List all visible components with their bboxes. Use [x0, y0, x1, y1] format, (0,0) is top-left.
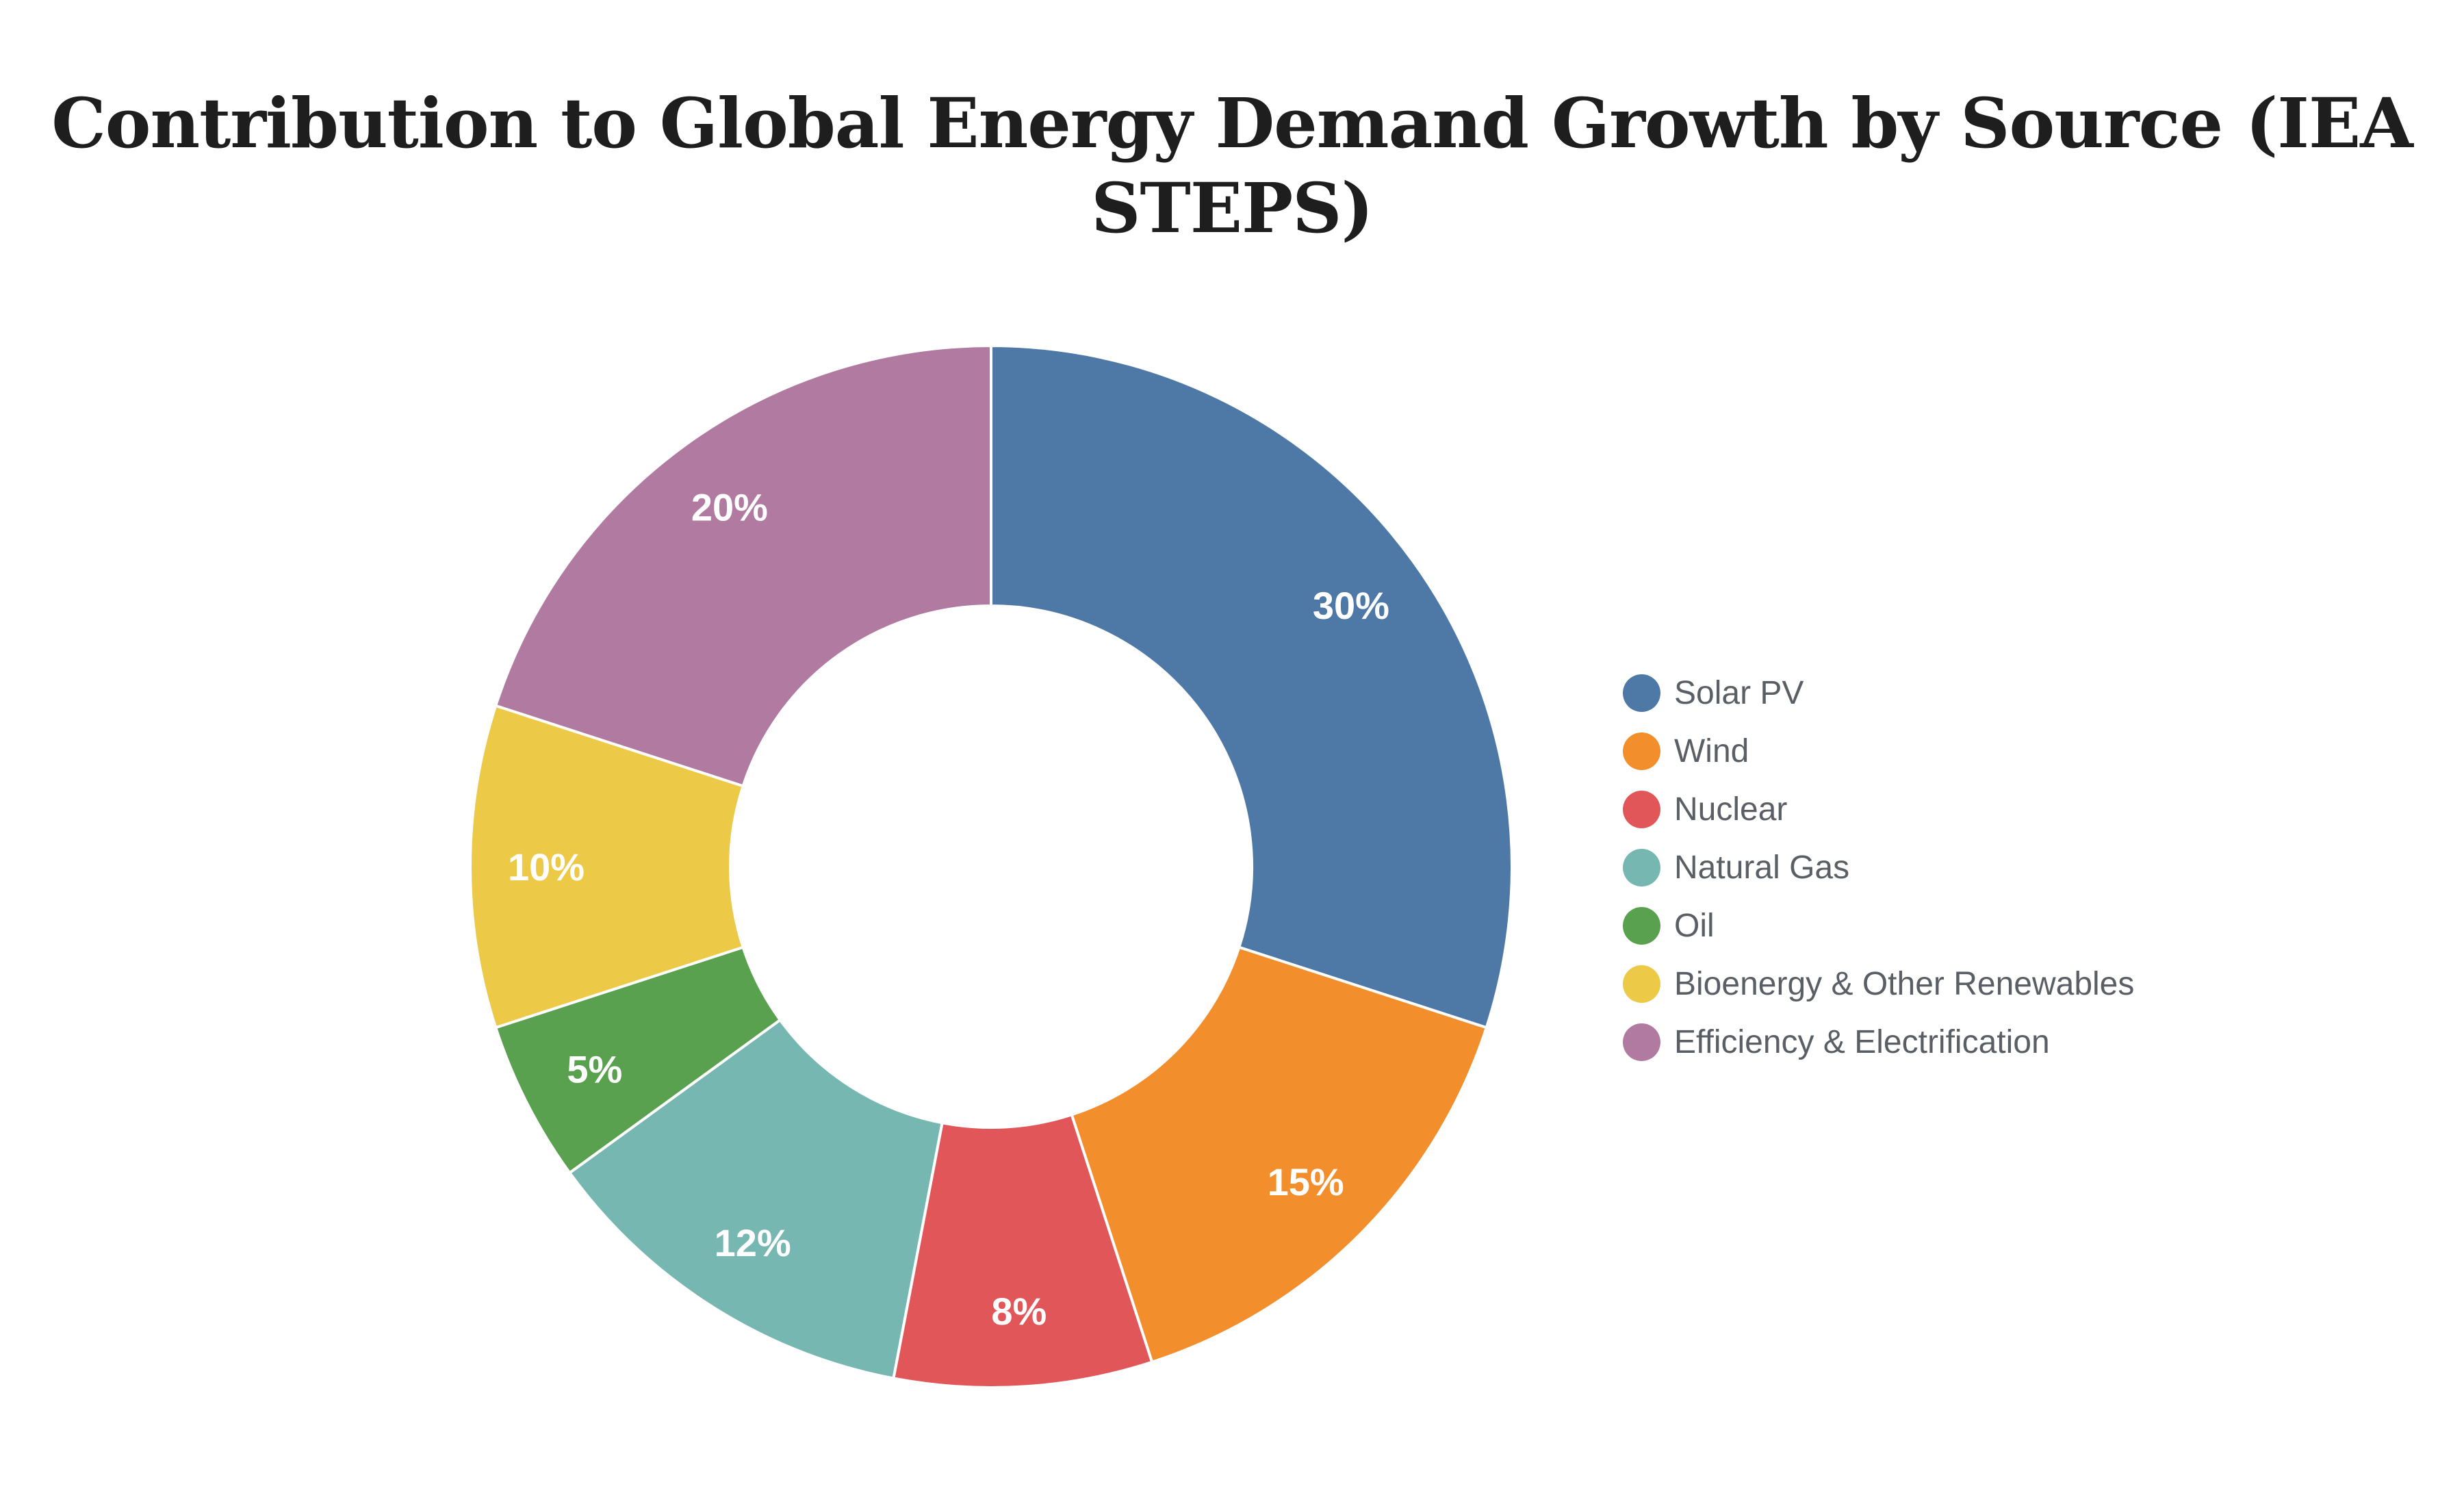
legend-marker-icon	[1623, 674, 1660, 712]
slice-percent-label: 30%	[1313, 584, 1389, 627]
slice-percent-label: 12%	[715, 1221, 791, 1264]
legend-item-label: Solar PV	[1674, 675, 1804, 711]
chart-title-line-1: Contribution to Global Energy Demand Gro…	[51, 83, 2413, 164]
legend-item-label: Bioenergy & Other Renewables	[1674, 966, 2135, 1002]
legend-marker-icon	[1623, 849, 1660, 886]
chart-title: Contribution to Global Energy Demand Gro…	[0, 81, 2464, 251]
legend-item-label: Wind	[1674, 733, 1749, 769]
legend-item-label: Natural Gas	[1674, 850, 1850, 886]
legend-item-wind[interactable]: Wind	[1623, 722, 2134, 780]
donut-slice-bioenergy-other-renewables[interactable]	[469, 704, 745, 1030]
legend-item-natural-gas[interactable]: Natural Gas	[1623, 839, 2134, 897]
legend-marker-icon	[1623, 907, 1660, 945]
legend-item-label: Oil	[1674, 908, 1715, 944]
donut-slice-nuclear[interactable]	[892, 1113, 1154, 1389]
slice-percent-label: 5%	[567, 1047, 622, 1090]
legend-item-label: Efficiency & Electrification	[1674, 1024, 2050, 1060]
donut-slice-wind[interactable]	[1070, 945, 1488, 1364]
legend-marker-icon	[1623, 791, 1660, 828]
legend-item-label: Nuclear	[1674, 791, 1788, 828]
slice-percent-label: 8%	[991, 1290, 1047, 1333]
legend-item-bioenergy-other-renewables[interactable]: Bioenergy & Other Renewables	[1623, 955, 2134, 1013]
donut-slice-solar-pv[interactable]	[990, 344, 1513, 1030]
donut-slice-natural-gas[interactable]	[568, 1018, 944, 1380]
slice-percent-label: 15%	[1268, 1160, 1344, 1203]
legend-item-efficiency-electrification[interactable]: Efficiency & Electrification	[1623, 1013, 2134, 1071]
chart-legend: Solar PV Wind Nuclear Natural Gas Oil Bioener…	[1623, 664, 2134, 1071]
slice-percent-label: 20%	[691, 485, 768, 528]
legend-item-nuclear[interactable]: Nuclear	[1623, 780, 2134, 839]
slice-percent-label: 10%	[508, 845, 585, 889]
donut-slice-efficiency-electrification[interactable]	[494, 344, 992, 788]
legend-marker-icon	[1623, 1023, 1660, 1061]
legend-item-oil[interactable]: Oil	[1623, 897, 2134, 955]
chart-title-line-2: STEPS)	[1091, 168, 1374, 248]
legend-marker-icon	[1623, 965, 1660, 1003]
legend-item-solar-pv[interactable]: Solar PV	[1623, 664, 2134, 722]
legend-marker-icon	[1623, 732, 1660, 770]
